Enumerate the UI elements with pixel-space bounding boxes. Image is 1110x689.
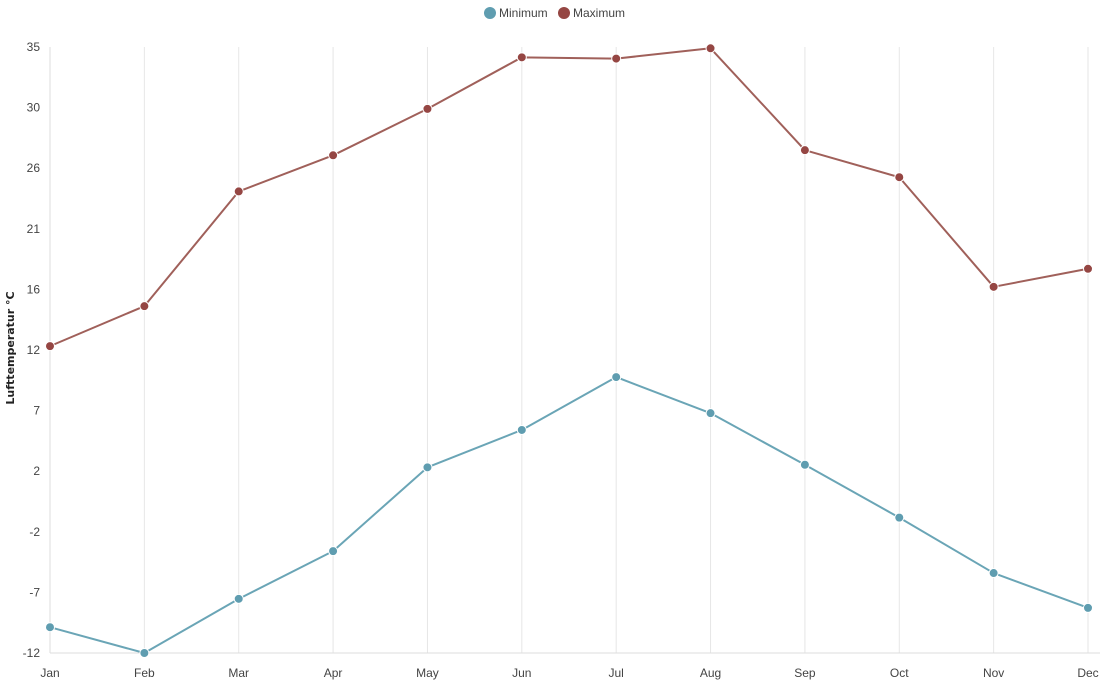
series-maximum: [45, 43, 1093, 352]
legend-label: Minimum: [499, 6, 548, 20]
data-point-maximum[interactable]: [45, 341, 55, 352]
legend: Minimum Maximum: [484, 6, 625, 20]
y-tick-label: -12: [23, 646, 41, 660]
y-tick-label: 21: [27, 222, 41, 236]
x-tick-label: Nov: [983, 666, 1004, 680]
y-tick-label: 16: [27, 282, 41, 296]
vertical-gridlines: [143, 47, 1089, 653]
x-tick-labels: Jan Feb Mar Apr May Jun Jul Aug Sep Oct Nov Dec: [40, 666, 1098, 680]
data-point-maximum[interactable]: [233, 186, 244, 197]
axes: [49, 47, 1100, 654]
y-tick-label: -7: [29, 585, 40, 599]
y-axis-label: Lufttemperatur °C: [4, 291, 17, 404]
data-point-minimum[interactable]: [799, 459, 810, 470]
x-tick-label: May: [416, 666, 439, 680]
data-point-maximum[interactable]: [328, 150, 339, 161]
data-point-maximum[interactable]: [139, 301, 150, 312]
y-tick-label: -2: [29, 525, 40, 539]
data-point-minimum[interactable]: [988, 568, 999, 579]
data-point-minimum[interactable]: [422, 462, 433, 473]
legend-item-maximum[interactable]: Maximum: [558, 6, 625, 20]
data-point-minimum[interactable]: [328, 546, 339, 557]
x-tick-label: Feb: [134, 666, 155, 680]
legend-label: Maximum: [573, 6, 625, 20]
data-point-maximum[interactable]: [516, 52, 527, 63]
data-point-maximum[interactable]: [705, 43, 716, 54]
y-tick-label: 7: [33, 404, 40, 418]
data-point-minimum[interactable]: [516, 424, 527, 435]
data-point-maximum[interactable]: [611, 53, 622, 64]
y-tick-label: 12: [27, 343, 41, 357]
data-point-maximum[interactable]: [894, 172, 905, 183]
series-minimum: [45, 372, 1093, 658]
x-tick-label: Aug: [700, 666, 721, 680]
legend-marker: [484, 7, 496, 19]
data-point-maximum[interactable]: [799, 145, 810, 156]
x-tick-label: Mar: [228, 666, 249, 680]
data-point-minimum[interactable]: [611, 372, 622, 383]
data-point-minimum[interactable]: [45, 622, 55, 633]
x-tick-label: Dec: [1077, 666, 1098, 680]
data-point-minimum[interactable]: [1083, 602, 1093, 613]
x-tick-label: Sep: [794, 666, 816, 680]
x-tick-label: Oct: [890, 666, 909, 680]
data-point-minimum[interactable]: [705, 408, 716, 419]
series-line-maximum: [49, 47, 1089, 348]
x-tick-label: Jun: [512, 666, 531, 680]
data-point-minimum[interactable]: [139, 648, 150, 658]
y-tick-label: 30: [27, 101, 41, 115]
y-tick-labels: 35 30 26 21 16 12 7 2 -2 -7 -12: [23, 40, 41, 660]
data-point-maximum[interactable]: [422, 103, 433, 114]
series-lines: [45, 43, 1093, 658]
x-tick-label: Jan: [40, 666, 59, 680]
legend-item-minimum[interactable]: Minimum: [484, 6, 548, 20]
series-line-minimum: [49, 376, 1089, 654]
data-point-maximum[interactable]: [1083, 263, 1093, 274]
data-point-maximum[interactable]: [988, 281, 999, 292]
data-point-minimum[interactable]: [894, 512, 905, 523]
y-tick-label: 35: [27, 40, 41, 54]
data-point-minimum[interactable]: [233, 593, 244, 604]
x-tick-label: Apr: [324, 666, 343, 680]
x-tick-label: Jul: [609, 666, 624, 680]
legend-marker: [558, 7, 570, 19]
y-tick-label: 2: [33, 464, 40, 478]
y-tick-label: 26: [27, 161, 41, 175]
